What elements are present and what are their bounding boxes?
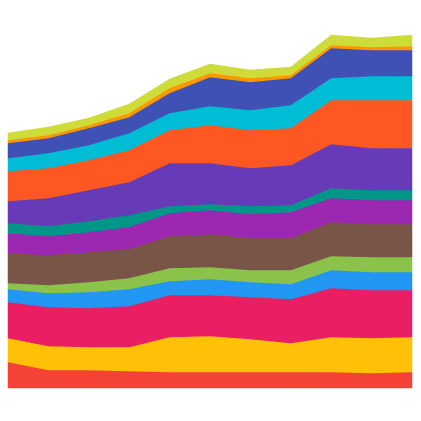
- area: [7, 34, 413, 141]
